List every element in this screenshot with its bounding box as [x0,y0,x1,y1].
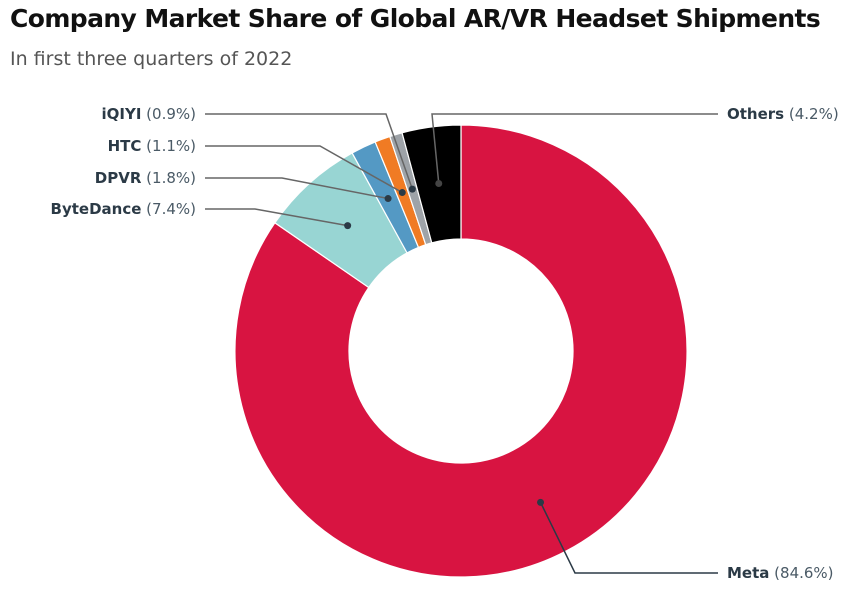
leader-line-others [431,113,718,184]
leader-line-meta [539,502,718,574]
label-others: Others (4.2%) [727,105,839,123]
label-value: (1.1%) [141,137,196,155]
label-dpvr: DPVR (1.8%) [95,169,196,187]
chart-subtitle: In first three quarters of 2022 [10,48,293,70]
label-name: HTC [108,137,142,155]
label-meta: Meta (84.6%) [727,564,834,582]
leader-dot-others [435,179,443,187]
label-name: iQIYI [101,105,141,123]
label-name: Others [727,105,784,123]
leader-line-bytedance [205,208,348,227]
leader-dot-bytedance [344,222,352,230]
leader-line-dpvr [205,177,389,200]
leader-dot-meta [537,498,545,506]
label-name: ByteDance [51,200,142,218]
label-name: DPVR [95,169,142,187]
chart-title: Company Market Share of Global AR/VR Hea… [10,4,821,33]
leader-line-iqiyi [205,113,414,190]
label-value: (7.4%) [141,200,196,218]
label-value: (0.9%) [141,105,196,123]
leader-dot-htc [398,189,406,197]
leader-dot-iqiyi [408,185,416,193]
slice-meta [234,124,688,578]
label-value: (1.8%) [141,169,196,187]
label-iqiyi: iQIYI (0.9%) [101,105,196,123]
leader-dot-dpvr [384,195,392,203]
label-bytedance: ByteDance (7.4%) [51,200,196,218]
label-name: Meta [727,564,769,582]
slice-others [401,124,462,244]
leader-line-htc [205,145,403,194]
label-value: (4.2%) [784,105,839,123]
label-htc: HTC (1.1%) [108,137,196,155]
label-value: (84.6%) [769,564,833,582]
